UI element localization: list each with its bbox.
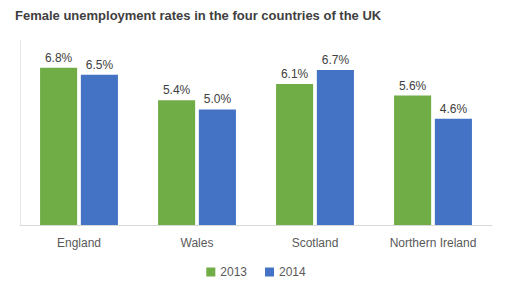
svg-text:2014: 2014 <box>279 265 306 279</box>
svg-text:Scotland: Scotland <box>292 236 339 250</box>
svg-text:5.4%: 5.4% <box>163 83 191 97</box>
svg-text:Northern Ireland: Northern Ireland <box>390 236 477 250</box>
svg-text:6.1%: 6.1% <box>281 67 309 81</box>
svg-text:4.6%: 4.6% <box>440 102 468 116</box>
svg-text:England: England <box>57 236 101 250</box>
svg-text:5.0%: 5.0% <box>204 92 232 106</box>
svg-text:6.7%: 6.7% <box>322 53 350 67</box>
svg-text:Wales: Wales <box>181 236 214 250</box>
svg-text:5.6%: 5.6% <box>399 79 427 93</box>
svg-text:2013: 2013 <box>220 265 247 279</box>
svg-text:Female unemployment rates in t: Female unemployment rates in the four co… <box>15 8 382 23</box>
svg-text:6.8%: 6.8% <box>45 51 73 65</box>
svg-text:6.5%: 6.5% <box>86 58 114 72</box>
